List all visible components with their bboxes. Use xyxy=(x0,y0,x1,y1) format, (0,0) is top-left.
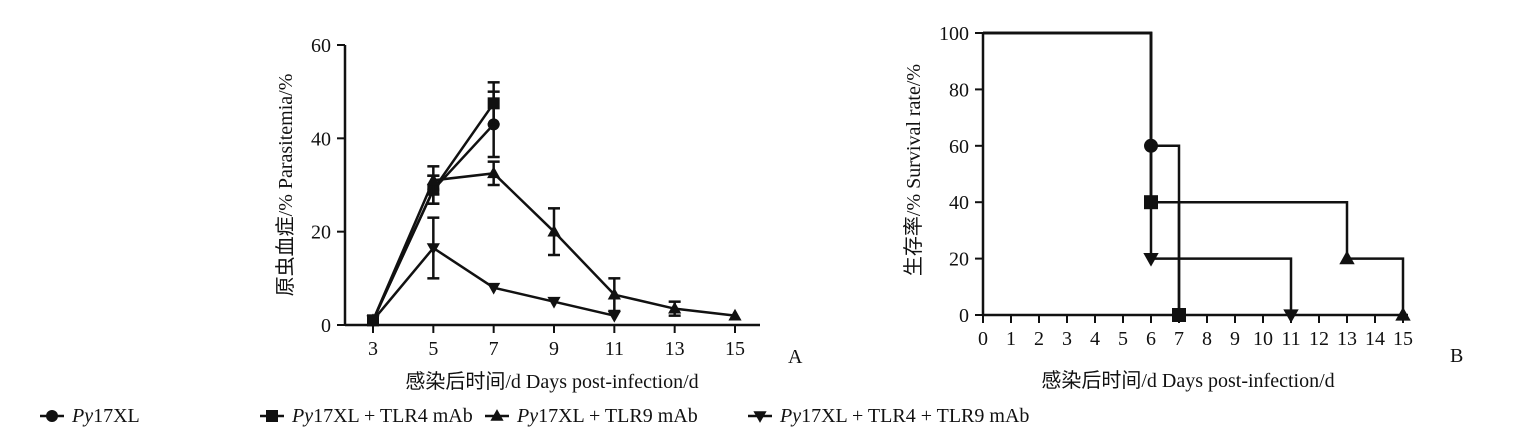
panel-a-series-line xyxy=(371,102,495,321)
panel-a-y-label: 原虫血症/% Parasitemia/% xyxy=(274,74,297,297)
panel-b-x-label: 感染后时间/d Days post-infection/d xyxy=(1041,369,1334,392)
panel-b-label: B xyxy=(1450,345,1463,367)
panel-b-x-tick-label: 7 xyxy=(1174,328,1184,350)
panel-a-x-tick-label: 3 xyxy=(368,338,378,360)
panel-a-point xyxy=(607,287,621,300)
panel-a-x-tick-label: 5 xyxy=(428,338,438,360)
panel-a-series-3 xyxy=(366,216,621,328)
legend-square-icon xyxy=(266,410,278,422)
panel-a-y-tick-label: 20 xyxy=(311,222,331,244)
panel-b-x-tick-label: 4 xyxy=(1090,328,1100,350)
panel-b-x-tick-label: 5 xyxy=(1118,328,1128,350)
panel-b-point xyxy=(1339,250,1355,265)
legend-triangle-down-icon xyxy=(753,411,767,423)
panel-a-point xyxy=(487,166,501,179)
panel-b-x-tick-label: 13 xyxy=(1337,328,1357,350)
panel-b-y-label: 生存率/% Survival rate/% xyxy=(902,64,925,276)
legend-circle-icon xyxy=(46,410,58,422)
legend-item-3: Py17XL + TLR4 + TLR9 mAb xyxy=(748,405,1029,427)
panel-a-x-label: 感染后时间/d Days post-infection/d xyxy=(405,370,698,393)
panel-a-point xyxy=(366,315,380,328)
legend-item-1: Py17XL + TLR4 mAb xyxy=(260,405,473,427)
panel-a-y-tick-label: 40 xyxy=(311,128,331,150)
panel-a-point xyxy=(728,308,742,321)
panel-b-x-tick-label: 2 xyxy=(1034,328,1044,350)
legend-label: Py17XL + TLR4 + TLR9 mAb xyxy=(779,405,1029,427)
panel-b-series-2 xyxy=(983,31,1411,321)
panel-a-point xyxy=(487,97,500,110)
panel-b-step-line xyxy=(983,31,1293,315)
legend: Py17XL Py17XL + TLR4 mAb Py17XL + TLR9 mAb… xyxy=(40,405,1029,427)
panel-a-x-tick-label: 15 xyxy=(725,338,745,360)
panel-a-series-2 xyxy=(366,160,742,326)
panel-a-x-tick-label: 9 xyxy=(549,338,559,360)
panel-b-point xyxy=(1395,306,1411,321)
panel-a-point xyxy=(426,173,440,186)
legend-label: Py17XL + TLR4 mAb xyxy=(291,405,473,427)
panel-a-point xyxy=(487,282,501,295)
panel-b-point xyxy=(1143,253,1159,267)
panel-b-series-1 xyxy=(983,31,1186,322)
panel-b-x-tick-label: 8 xyxy=(1202,328,1212,350)
panel-b-point xyxy=(1172,308,1186,322)
panel-a-x-tick-label: 11 xyxy=(605,338,624,360)
panel-a-point xyxy=(607,310,621,323)
panel-a-point xyxy=(547,296,561,309)
panel-b-x-tick-label: 11 xyxy=(1281,328,1300,350)
panel-b-series-3 xyxy=(983,31,1299,324)
panel-b-x-tick-label: 6 xyxy=(1146,328,1156,350)
panel-b-x-tick-label: 12 xyxy=(1309,328,1329,350)
panel-b-x-tick-label: 15 xyxy=(1393,328,1413,350)
panel-a-point xyxy=(426,243,440,255)
panel-a-point xyxy=(547,224,561,237)
panel-b-x-tick-label: 1 xyxy=(1006,328,1016,350)
panel-b-y-tick-label: 100 xyxy=(939,23,969,45)
panel-b-point xyxy=(1283,309,1299,324)
panel-b-y-tick-label: 80 xyxy=(949,79,969,101)
legend-item-2: Py17XL + TLR9 mAb xyxy=(485,405,698,427)
panel-a-y-tick-label: 0 xyxy=(321,315,331,337)
legend-item-0: Py17XL xyxy=(40,405,140,427)
panel-a-x-tick-label: 13 xyxy=(665,338,685,360)
panel-b-series-0 xyxy=(983,31,1181,315)
panel-b-step-line xyxy=(983,31,1181,315)
panel-a-x-tick-label: 7 xyxy=(489,338,499,360)
legend-triangle-up-icon xyxy=(490,409,504,421)
panel-b-y-tick-label: 60 xyxy=(949,136,969,158)
panel-b-x-tick-label: 14 xyxy=(1365,328,1385,350)
panel-b-y-tick-label: 40 xyxy=(949,192,969,214)
panel-b-step-line xyxy=(983,31,1181,315)
panel-a-y-tick-label: 60 xyxy=(311,35,331,57)
panel-a: 0 20 40 60 3 5 7 9 11 13 15 感染后时间/d Days post-inf… xyxy=(274,35,803,393)
panel-b-y-tick-label: 0 xyxy=(959,305,969,327)
panel-b-x-tick-label: 9 xyxy=(1230,328,1240,350)
panel-a-label: A xyxy=(788,346,803,368)
panel-a-point xyxy=(668,301,682,314)
panel-b-step-line xyxy=(983,31,1405,315)
panel-b-y-tick-label: 20 xyxy=(949,249,969,271)
panel-b-x-tick-label: 10 xyxy=(1253,328,1273,350)
legend-label: Py17XL + TLR9 mAb xyxy=(516,405,698,427)
panel-b-x-tick-label: 0 xyxy=(978,328,988,350)
legend-label: Py17XL xyxy=(71,405,140,427)
panel-b-x-tick-label: 3 xyxy=(1062,328,1072,350)
